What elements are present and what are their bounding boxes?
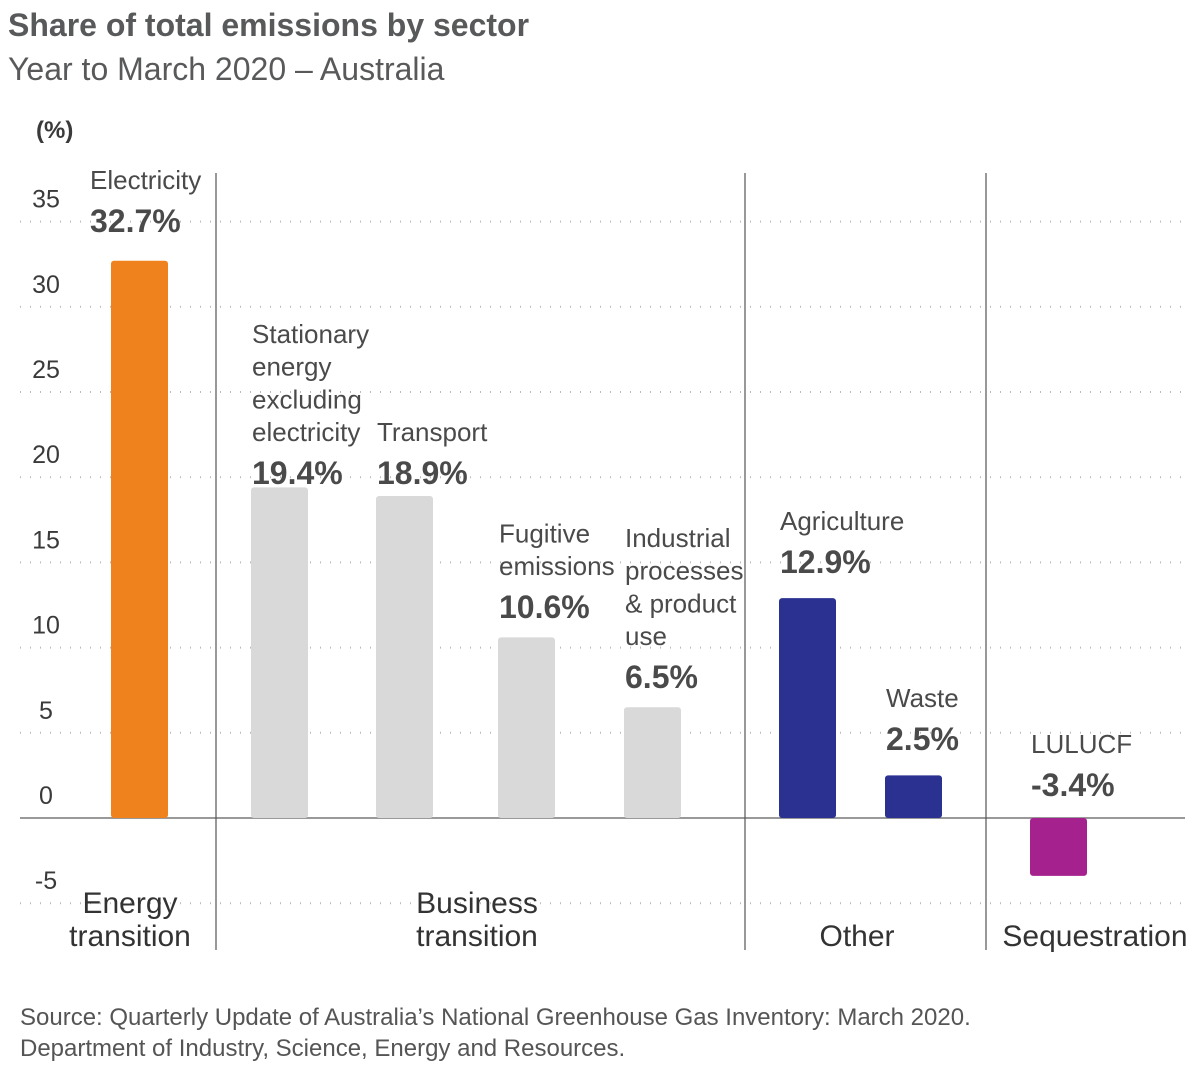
category-label: Agriculture xyxy=(780,506,904,536)
y-tick-label: 0 xyxy=(39,782,53,810)
category-label: Electricity xyxy=(90,165,201,195)
bar-electricity xyxy=(111,260,168,818)
bar-stationary-energy-excluding-electricity xyxy=(251,487,308,818)
bar-industrial-processes-product-use xyxy=(624,707,681,818)
bar-agriculture xyxy=(779,598,836,818)
y-tick-label: 30 xyxy=(32,271,60,299)
value-label: 6.5% xyxy=(625,659,698,695)
group-label: transition xyxy=(69,920,191,953)
group-label: Energy xyxy=(82,887,177,920)
category-label: Transport xyxy=(377,417,488,447)
bar-fugitive-emissions xyxy=(498,637,555,818)
value-label: -3.4% xyxy=(1031,767,1115,803)
group-label: Sequestration xyxy=(1002,920,1187,953)
category-label: LULUCF xyxy=(1031,729,1132,759)
y-tick-label: 35 xyxy=(32,186,60,214)
value-label: 18.9% xyxy=(377,455,468,491)
source-line-2: Department of Industry, Science, Energy … xyxy=(20,1035,625,1062)
group-label: Other xyxy=(819,920,894,953)
category-label: Fugitive xyxy=(499,518,590,548)
category-label: Stationary xyxy=(252,319,369,349)
category-label: excluding xyxy=(252,384,362,414)
y-axis-unit: (%) xyxy=(36,117,73,144)
y-tick-label: -5 xyxy=(35,867,57,895)
category-label: electricity xyxy=(252,417,360,447)
group-label: transition xyxy=(416,920,538,953)
chart-title: Share of total emissions by sector xyxy=(8,7,529,43)
y-tick-label: 25 xyxy=(32,356,60,384)
value-label: 2.5% xyxy=(886,721,959,757)
value-label: 12.9% xyxy=(780,544,871,580)
group-label: Business xyxy=(416,887,538,920)
bar-waste xyxy=(885,775,942,818)
y-tick-label: 10 xyxy=(32,612,60,640)
value-label: 32.7% xyxy=(90,203,181,239)
value-label: 19.4% xyxy=(252,455,343,491)
category-label: Industrial xyxy=(625,523,731,553)
bar-lulucf xyxy=(1030,818,1087,876)
source-line-1: Source: Quarterly Update of Australia’s … xyxy=(20,1004,971,1031)
category-label: use xyxy=(625,621,667,651)
category-label: & product xyxy=(625,588,737,618)
y-tick-label: 15 xyxy=(32,526,60,554)
y-tick-label: 20 xyxy=(32,441,60,469)
chart-subtitle: Year to March 2020 – Australia xyxy=(8,51,445,87)
category-label: Waste xyxy=(886,683,959,713)
bar-transport xyxy=(376,495,433,818)
category-label: processes xyxy=(625,556,744,586)
value-label: 10.6% xyxy=(499,589,590,625)
y-tick-label: 5 xyxy=(39,697,53,725)
category-label: emissions xyxy=(499,551,615,581)
category-label: energy xyxy=(252,352,332,382)
